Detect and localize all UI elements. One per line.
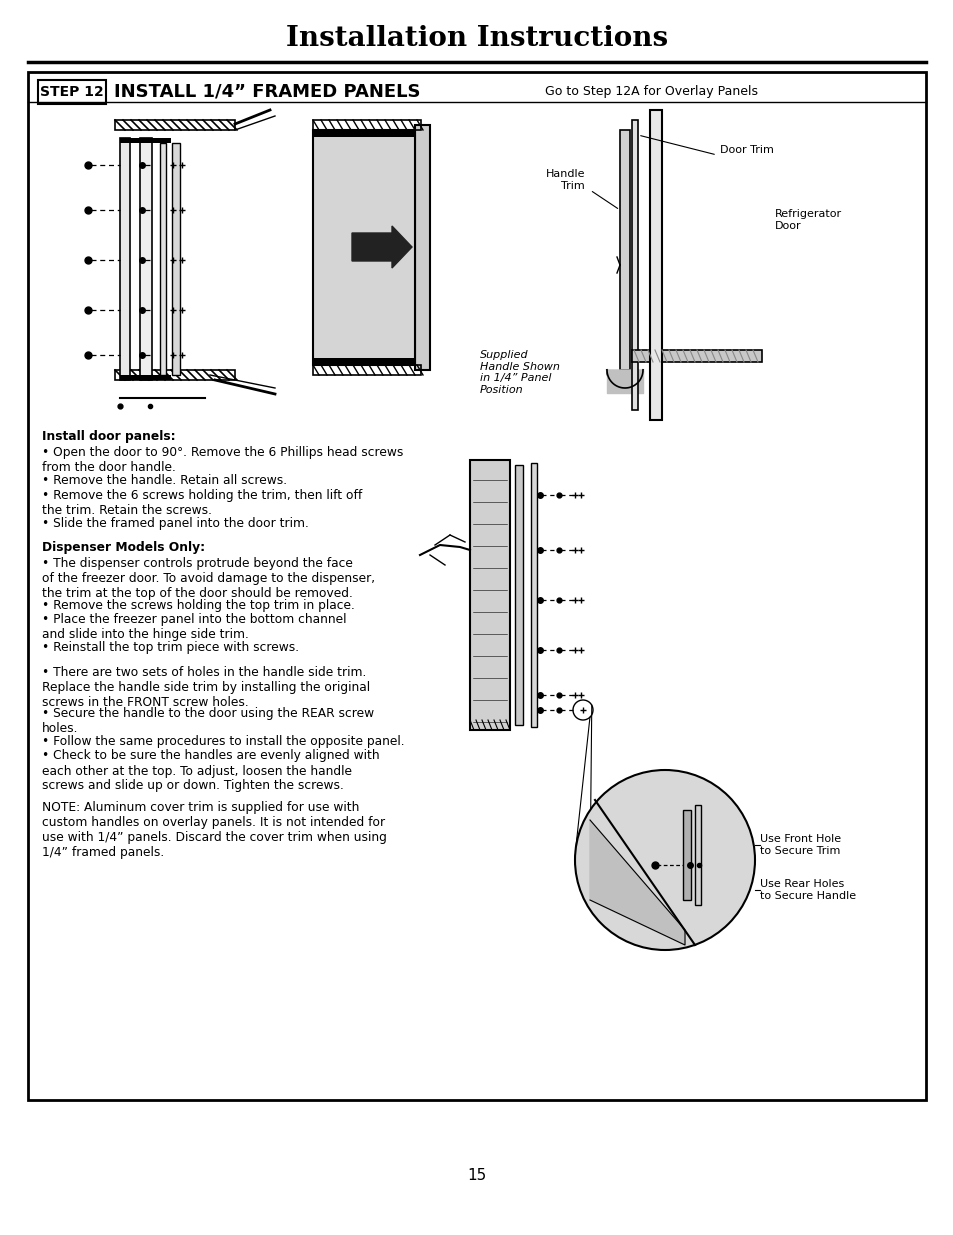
Text: • Remove the 6 screws holding the trim, then lift off
the trim. Retain the screw: • Remove the 6 screws holding the trim, … [42,489,362,516]
Text: • Place the freezer panel into the bottom channel
and slide into the hinge side : • Place the freezer panel into the botto… [42,613,346,641]
Bar [38,80,106,104]
Text: Dispenser Models Only:: Dispenser Models Only: [42,541,205,555]
Bar [120,375,171,380]
Bar [631,120,638,410]
Bar [120,138,171,143]
Circle shape [575,769,754,950]
FancyArrow shape [352,226,412,268]
Text: • Reinstall the top trim piece with screws.: • Reinstall the top trim piece with scre… [42,641,299,655]
Bar [531,463,537,727]
Text: 15: 15 [467,1167,486,1182]
Text: • Remove the screws holding the top trim in place.: • Remove the screws holding the top trim… [42,599,355,611]
Text: • Slide the framed panel into the door trim.: • Slide the framed panel into the door t… [42,516,309,530]
Bar [115,370,234,380]
Text: • The dispenser controls protrude beyond the face
of the freezer door. To avoid : • The dispenser controls protrude beyond… [42,557,375,600]
Text: • There are two sets of holes in the handle side trim.
Replace the handle side t: • There are two sets of holes in the han… [42,666,370,709]
Text: Installation Instructions: Installation Instructions [286,25,667,52]
Bar [649,110,661,420]
Bar [313,358,415,366]
Bar [470,459,510,730]
Bar [28,72,925,1100]
Bar [140,138,152,380]
Bar [160,143,166,375]
Bar [515,466,522,725]
Bar [619,130,629,370]
Text: • Remove the handle. Retain all screws.: • Remove the handle. Retain all screws. [42,474,287,487]
Text: Use Front Hole
to Secure Trim: Use Front Hole to Secure Trim [760,834,841,856]
Bar [415,125,430,370]
Text: • Secure the handle to the door using the REAR screw
holes.: • Secure the handle to the door using th… [42,706,374,735]
Bar [682,810,690,900]
Polygon shape [606,370,642,388]
Bar [313,130,415,137]
Bar [313,120,420,130]
Text: Door Trim: Door Trim [720,144,773,156]
Text: NOTE: Aluminum cover trim is supplied for use with
custom handles on overlay pan: NOTE: Aluminum cover trim is supplied fo… [42,802,387,860]
Bar [172,143,180,375]
Bar [313,366,420,375]
Bar [120,138,130,380]
Text: Supplied
Handle Shown
in 1/4” Panel
Position: Supplied Handle Shown in 1/4” Panel Posi… [479,350,559,395]
Polygon shape [589,820,684,945]
Bar [313,130,415,366]
Text: STEP 12: STEP 12 [40,85,104,99]
Text: Handle
Trim: Handle Trim [545,169,584,190]
Text: INSTALL 1/4” FRAMED PANELS: INSTALL 1/4” FRAMED PANELS [113,83,420,101]
Bar [695,805,700,905]
Bar [115,120,234,130]
Text: Use Rear Holes
to Secure Handle: Use Rear Holes to Secure Handle [760,879,855,900]
Text: • Open the door to 90°. Remove the 6 Phillips head screws
from the door handle.: • Open the door to 90°. Remove the 6 Phi… [42,446,403,474]
Text: Go to Step 12A for Overlay Panels: Go to Step 12A for Overlay Panels [544,85,758,99]
Text: • Follow the same procedures to install the opposite panel.: • Follow the same procedures to install … [42,735,404,748]
Text: Install door panels:: Install door panels: [42,430,175,443]
Bar [631,350,761,362]
Text: Refrigerator
Door: Refrigerator Door [774,209,841,231]
Text: • Check to be sure the handles are evenly aligned with
each other at the top. To: • Check to be sure the handles are evenl… [42,750,379,793]
